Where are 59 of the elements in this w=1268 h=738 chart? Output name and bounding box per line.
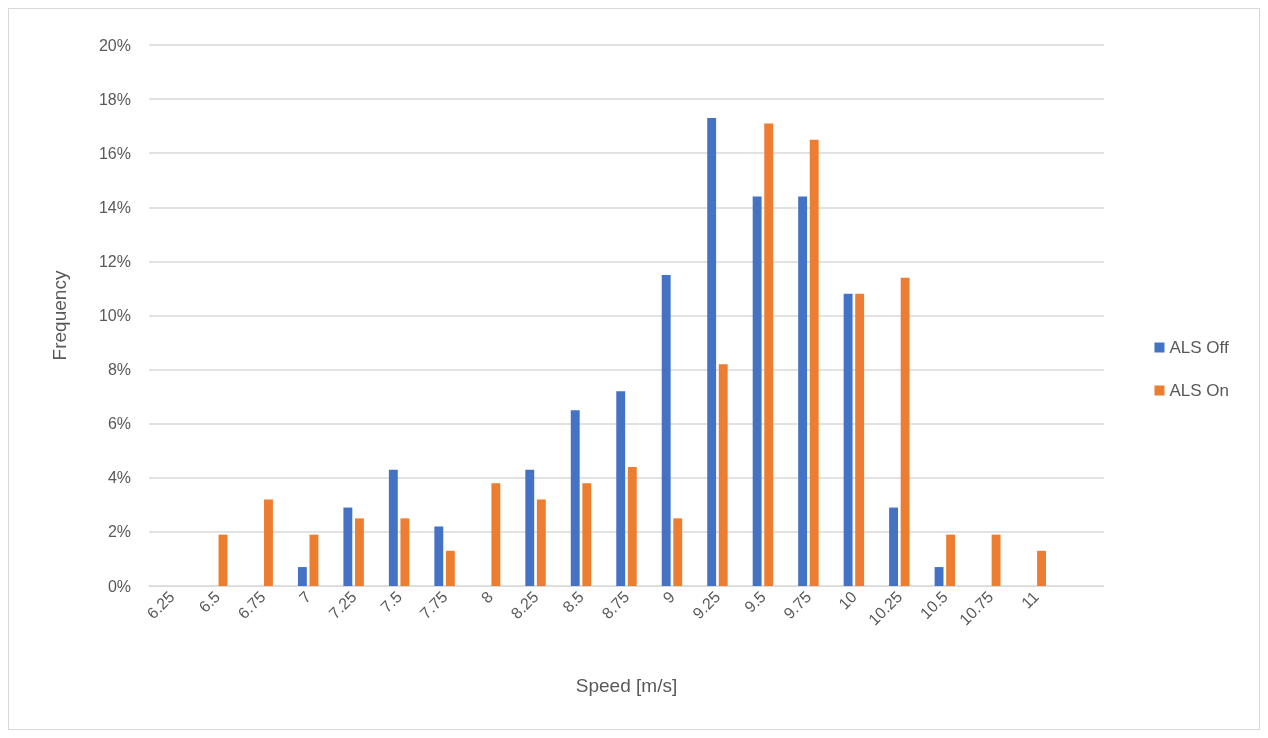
bar [661, 274, 671, 586]
bar [752, 196, 762, 586]
bar [809, 139, 819, 586]
x-tick-label: 9 [659, 587, 679, 607]
y-tick-label: 8% [107, 361, 131, 379]
bar [1037, 550, 1047, 586]
bar [400, 518, 410, 586]
bar [343, 507, 353, 586]
x-tick-label: 7 [295, 587, 315, 607]
y-tick-label: 10% [98, 307, 131, 324]
x-tick-label: 8 [477, 587, 497, 607]
x-tick-label: 11 [1018, 587, 1042, 612]
y-tick-label: 20% [98, 36, 131, 54]
bar [627, 466, 637, 586]
bar [616, 391, 626, 586]
bar [843, 293, 853, 586]
x-tick-label: 8.5 [559, 587, 588, 616]
legend-label: ALS On [1169, 381, 1230, 400]
x-tick-label: 10 [835, 587, 860, 613]
y-tick-label: 0% [107, 577, 131, 595]
bar [264, 499, 273, 586]
x-tick-label: 6.25 [143, 587, 178, 623]
bar [388, 469, 398, 586]
bar [889, 507, 899, 586]
bar [525, 469, 535, 586]
bar [445, 550, 455, 586]
bar [582, 483, 592, 586]
y-tick-label: 16% [98, 144, 131, 162]
x-tick-label: 9.5 [741, 587, 770, 616]
bar [707, 118, 717, 586]
bar [673, 518, 683, 586]
bar [764, 123, 774, 586]
bar [536, 499, 546, 586]
bar [991, 534, 1001, 586]
bar [718, 364, 728, 586]
bar [798, 196, 808, 586]
y-tick-label: 4% [107, 469, 131, 487]
x-tick-label: 7.5 [377, 587, 406, 616]
y-tick-label: 12% [98, 252, 131, 270]
x-tick-label: 6.5 [195, 587, 224, 616]
x-tick-label: 7.25 [325, 587, 360, 623]
bar [900, 277, 910, 586]
bar [570, 410, 580, 586]
bar [354, 518, 364, 586]
y-tick-label: 6% [107, 415, 131, 433]
bar [434, 526, 444, 586]
y-axis-title: Frequency [49, 270, 70, 361]
x-axis-title: Speed [m/s] [575, 675, 678, 696]
legend-label: ALS Off [1169, 338, 1229, 357]
y-tick-label: 2% [107, 523, 131, 541]
x-tick-label: 7.75 [416, 587, 451, 623]
y-tick-label: 18% [98, 90, 131, 108]
bar [934, 567, 944, 586]
bar [855, 293, 865, 586]
bar [491, 483, 501, 586]
bar [946, 534, 956, 586]
bar [297, 567, 307, 586]
y-tick-label: 14% [98, 198, 131, 216]
x-tick-label: 6.75 [234, 587, 269, 623]
